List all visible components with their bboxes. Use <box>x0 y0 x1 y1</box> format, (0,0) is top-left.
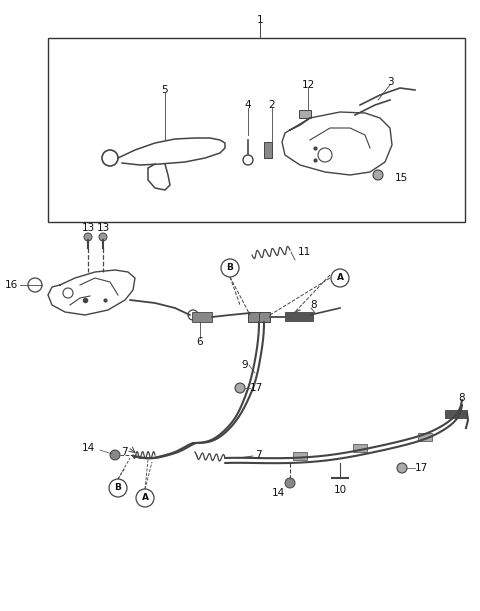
Text: 6: 6 <box>197 337 204 347</box>
Circle shape <box>99 233 107 241</box>
Bar <box>48 38 465 222</box>
Bar <box>418 433 432 441</box>
Text: B: B <box>227 263 233 273</box>
Text: 10: 10 <box>334 485 347 495</box>
Text: A: A <box>336 274 344 282</box>
Text: 8: 8 <box>310 300 317 310</box>
Text: A: A <box>142 494 148 502</box>
Text: 11: 11 <box>298 247 311 257</box>
Text: 16: 16 <box>5 280 18 290</box>
Text: 14: 14 <box>82 443 95 453</box>
Bar <box>299 110 311 118</box>
Text: 2: 2 <box>269 100 276 110</box>
Bar <box>285 312 313 321</box>
Circle shape <box>84 233 92 241</box>
Text: 13: 13 <box>96 223 109 233</box>
Text: 14: 14 <box>272 488 285 498</box>
Bar <box>445 410 467 418</box>
Bar <box>264 142 272 158</box>
Circle shape <box>110 450 120 460</box>
Text: 8: 8 <box>459 393 465 403</box>
Text: 4: 4 <box>245 100 252 110</box>
Text: 17: 17 <box>415 463 428 473</box>
Text: 13: 13 <box>82 223 95 233</box>
Bar <box>293 452 307 460</box>
Text: 12: 12 <box>301 80 314 90</box>
Text: B: B <box>115 483 121 492</box>
Text: 1: 1 <box>257 15 264 25</box>
Circle shape <box>373 170 383 180</box>
Text: 15: 15 <box>395 173 408 183</box>
Text: 7: 7 <box>255 450 262 460</box>
Bar <box>248 312 270 322</box>
Circle shape <box>397 463 407 473</box>
Circle shape <box>235 383 245 393</box>
Bar <box>192 312 212 322</box>
Text: 17: 17 <box>250 383 263 393</box>
Text: 9: 9 <box>241 360 248 370</box>
Bar <box>353 444 367 452</box>
Text: 3: 3 <box>387 77 393 87</box>
Text: 5: 5 <box>162 85 168 95</box>
Circle shape <box>285 478 295 488</box>
Text: 7: 7 <box>121 447 128 457</box>
